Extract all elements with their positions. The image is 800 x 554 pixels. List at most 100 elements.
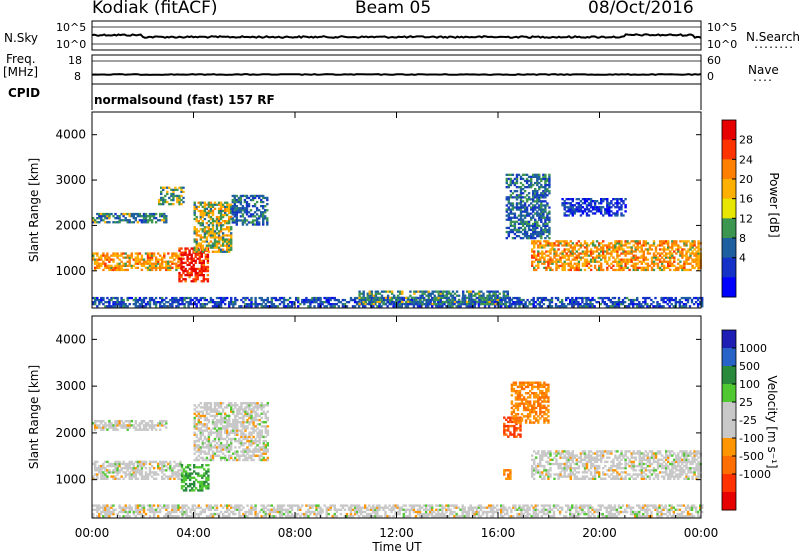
data-cell [258,448,261,451]
data-cell [610,202,613,205]
data-cell [250,433,253,436]
data-cell [551,262,554,265]
data-cell [110,426,113,429]
data-cell [221,402,225,405]
data-cell [521,228,525,232]
data-cell [239,219,243,222]
data-cell [262,217,265,220]
data-cell [674,301,677,304]
data-cell [537,246,540,249]
data-cell [92,296,95,300]
data-cell [246,412,249,415]
data-cell [161,424,164,427]
data-cell [489,301,493,304]
data-cell [585,214,589,217]
data-cell [624,252,627,255]
data-cell [224,416,227,420]
data-cell [114,422,117,425]
data-cell [162,196,165,200]
data-cell [175,301,178,304]
y-tick-label: 3000 [55,173,86,187]
data-cell [396,305,399,308]
data-cell [250,408,253,411]
data-cell [197,301,200,304]
data-cell [366,294,369,297]
data-cell [234,425,237,428]
data-cell [254,412,257,415]
data-cell [190,269,193,273]
data-cell [136,266,140,269]
data-cell [282,303,286,306]
data-cell [240,439,243,443]
data-cell [674,298,677,302]
data-cell [167,252,170,255]
data-cell [697,252,700,255]
data-cell [507,226,510,230]
data-cell [694,296,698,300]
data-cell [116,462,119,466]
data-cell [565,296,568,300]
data-cell [585,258,589,261]
data-cell [200,280,203,283]
data-cell [96,266,99,269]
data-cell [622,268,625,272]
data-cell [614,258,617,261]
data-cell [606,252,609,255]
data-cell [246,452,249,455]
data-cell [679,260,682,263]
data-cell [168,196,171,200]
data-cell [239,209,243,212]
data-cell [112,252,115,255]
data-cell [682,305,686,308]
data-cell [203,425,207,428]
data-cell [669,264,672,267]
data-cell [205,246,209,249]
data-cell [150,298,154,302]
data-cell [197,416,200,420]
data-cell [573,246,576,249]
data-cell [134,420,137,423]
data-cell [252,423,255,426]
nsearch-dots: ........ [753,40,794,51]
data-cell [106,256,109,259]
data-cell [567,208,570,211]
data-cell [110,268,113,272]
data-cell [532,296,535,300]
data-cell [217,230,221,233]
data-cell [165,266,168,269]
data-cell [134,471,137,474]
data-cell [630,260,633,263]
data-cell [549,258,552,261]
data-cell [114,428,117,431]
data-cell [102,504,105,507]
data-cell [203,203,207,206]
data-cell [548,192,551,195]
data-cell [144,426,148,429]
data-cell [534,220,537,223]
data-cell [130,254,133,257]
data-cell [142,264,146,267]
data-cell [140,264,144,267]
data-cell [195,433,198,436]
data-cell [204,269,208,273]
data-cell [616,246,619,249]
data-cell [519,188,523,191]
data-cell [608,252,611,255]
data-cell [286,305,290,308]
data-cell [102,424,105,427]
data-cell [217,238,221,241]
data-cell [573,262,576,265]
data-cell [575,206,578,209]
data-cell [691,260,694,263]
data-cell [500,298,503,302]
data-cell [128,264,131,267]
data-cell [264,444,267,447]
data-cell [96,217,99,220]
data-cell [194,274,197,277]
data-cell [250,296,253,300]
data-cell [146,303,150,306]
data-cell [691,246,694,249]
data-cell [612,264,615,267]
data-cell [163,260,166,263]
data-cell [199,446,202,449]
